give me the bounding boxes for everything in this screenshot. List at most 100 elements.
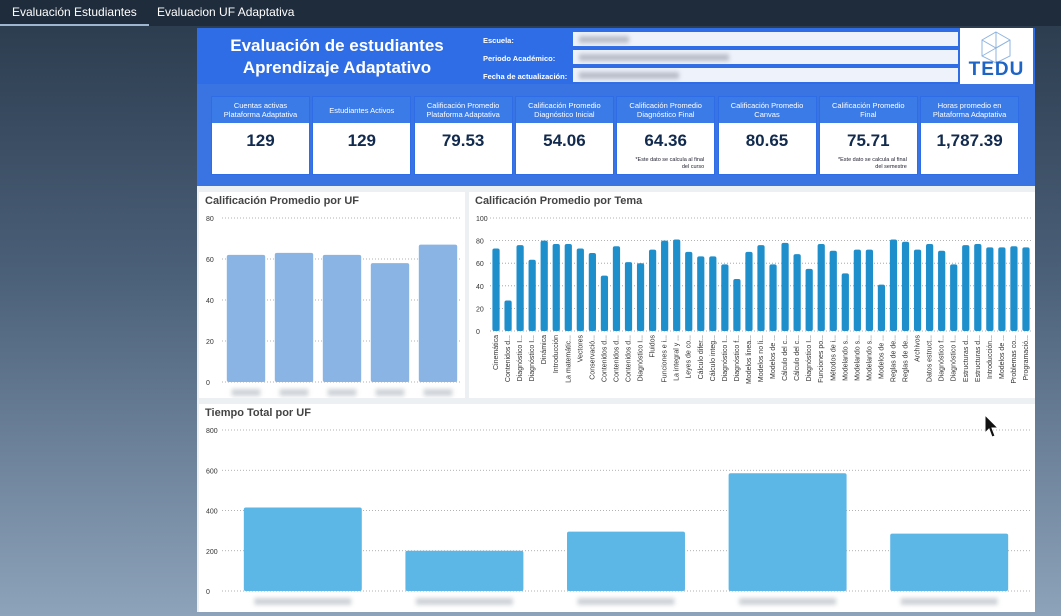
x-tick-label: Leyes de co...: [686, 335, 693, 379]
field-label: Escuela:: [483, 36, 514, 45]
bar: [877, 284, 886, 331]
y-tick-label: 60: [476, 261, 484, 268]
x-tick-label: Cálculo integ...: [710, 335, 717, 381]
x-tick-label: Diagnóstico I...: [517, 335, 524, 381]
kpi-label: Calificación Promedio Plataforma Adaptat…: [414, 97, 512, 123]
x-label-placeholder: [577, 598, 675, 605]
y-tick-label: 800: [206, 428, 218, 435]
field-value: [573, 68, 958, 82]
bar: [405, 550, 524, 591]
bar: [504, 300, 512, 331]
kpi-value: 1,787.39: [936, 131, 1003, 150]
chart: Tiempo Total por UF 0 200 400 600 800: [205, 407, 1030, 605]
logo-icon: [981, 31, 1011, 64]
bar: [648, 249, 657, 331]
title: Aprendizaje Adaptativo: [242, 58, 432, 77]
y-tick-label: 200: [206, 549, 218, 556]
bar: [685, 251, 693, 331]
kpi-label: Calificación Promedio Canvas: [718, 97, 816, 123]
kpi-value: 80.65: [745, 131, 789, 150]
bar: [576, 248, 584, 331]
x-tick-label: Introducción...: [987, 335, 994, 379]
x-tick-label: Dinámica: [541, 335, 548, 364]
y-tick-label: 80: [206, 216, 214, 223]
bar: [781, 242, 789, 331]
kpi-value: 129: [347, 131, 376, 150]
x-tick-label: Diagnóstico f...: [939, 335, 946, 381]
field-value: [573, 32, 958, 46]
x-tick-label: Vectores: [577, 335, 584, 363]
kpi-label: Horas promedio en Plataforma Adaptativa: [921, 97, 1019, 123]
bar: [567, 531, 685, 591]
field-label: Periodo Académico:: [483, 54, 556, 63]
x-tick-label: Estructuras d...: [975, 335, 982, 382]
x-tick-label: Métodos de i...: [830, 335, 837, 381]
x-tick-label: Modelando s...: [842, 335, 849, 381]
kpi-value: 54.06: [543, 131, 586, 150]
field-value: [573, 50, 958, 64]
bar: [757, 245, 765, 331]
x-tick-label: Modelos no li...: [758, 335, 765, 382]
x-tick-label: Funciones po...: [818, 335, 825, 383]
bar: [624, 262, 633, 331]
tab[interactable]: Evaluacion UF Adaptativa: [157, 5, 295, 19]
kpi-card: Horas promedio en Plataforma Adaptativa 1…: [920, 96, 1020, 175]
kpi-value: 64.36: [644, 131, 687, 150]
bar: [817, 243, 825, 331]
kpi-label: Estudiantes Activos: [313, 97, 411, 123]
bar: [636, 263, 645, 331]
x-tick-label: Archivos: [915, 335, 922, 362]
chart-title: Tiempo Total por UF: [205, 407, 311, 419]
kpi-card: Cuentas activas Plataforma Adaptativa 129: [211, 96, 310, 175]
bar: [728, 473, 847, 591]
bar: [889, 239, 898, 331]
bar: [588, 253, 596, 331]
logo: TEDU: [960, 28, 1033, 84]
x-tick-label: Estructuras d...: [963, 335, 970, 382]
x-tick-label: Reglas de de...: [903, 335, 910, 382]
kpi-value: 129: [246, 131, 275, 150]
x-label-placeholder: [375, 389, 405, 396]
x-tick-label: Reglas de de...: [890, 335, 897, 382]
kpi-band: Cuentas activas Plataforma Adaptativa 129…: [197, 84, 1035, 186]
x-tick-label: Fluidos: [650, 335, 657, 358]
bar: [890, 533, 1009, 591]
tab[interactable]: Evaluación Estudiantes: [0, 0, 149, 26]
x-tick-label: Introducción: [553, 335, 560, 373]
bar: [673, 239, 681, 331]
x-tick-label: Conservació...: [589, 335, 596, 380]
logo-text: TEDU: [968, 59, 1025, 80]
x-label-placeholder: [327, 389, 357, 396]
x-label-placeholder: [231, 389, 261, 396]
x-label-placeholder: [739, 598, 837, 605]
kpi-card: Calificación Promedio Final 75.71 *Este da…: [818, 96, 918, 175]
x-tick-label: Programació...: [1023, 335, 1030, 381]
bar: [661, 240, 669, 331]
x-tick-label: Contenidos d...: [626, 335, 633, 382]
bar: [418, 244, 458, 382]
header: Evaluación de estudiantes Aprendizaje Ad…: [197, 28, 1035, 84]
x-tick-label: Cálculo difer...: [698, 335, 705, 379]
y-tick-label: 20: [206, 339, 214, 346]
chart: Calificación Promedio por UF 0 20 40 60 80: [205, 195, 462, 396]
x-tick-label: Funciones e i...: [662, 335, 669, 383]
tab-bar: Evaluación Estudiantes Evaluacion UF Ada…: [0, 0, 1061, 26]
chart-title: Calificación Promedio por UF: [205, 195, 359, 207]
bar: [865, 249, 874, 331]
y-tick-label: 400: [206, 509, 218, 516]
x-label-placeholder: [415, 598, 513, 605]
kpi-label: Calificación Promedio Diagnóstico Final: [617, 97, 715, 123]
kpi-card: Estudiantes Activos 129: [312, 96, 412, 175]
bar: [322, 254, 362, 382]
x-tick-label: Contenidos d...: [613, 335, 620, 382]
y-tick-label: 60: [206, 257, 214, 264]
x-tick-label: La matemátic...: [565, 335, 572, 383]
bar: [829, 250, 837, 331]
title: Evaluación de estudiantes: [230, 36, 444, 55]
bar: [950, 264, 958, 331]
bar: [745, 251, 753, 331]
kpi-card: Calificación Promedio Canvas 80.65: [717, 96, 817, 175]
bar: [1022, 247, 1030, 331]
y-tick-label: 100: [476, 216, 488, 223]
